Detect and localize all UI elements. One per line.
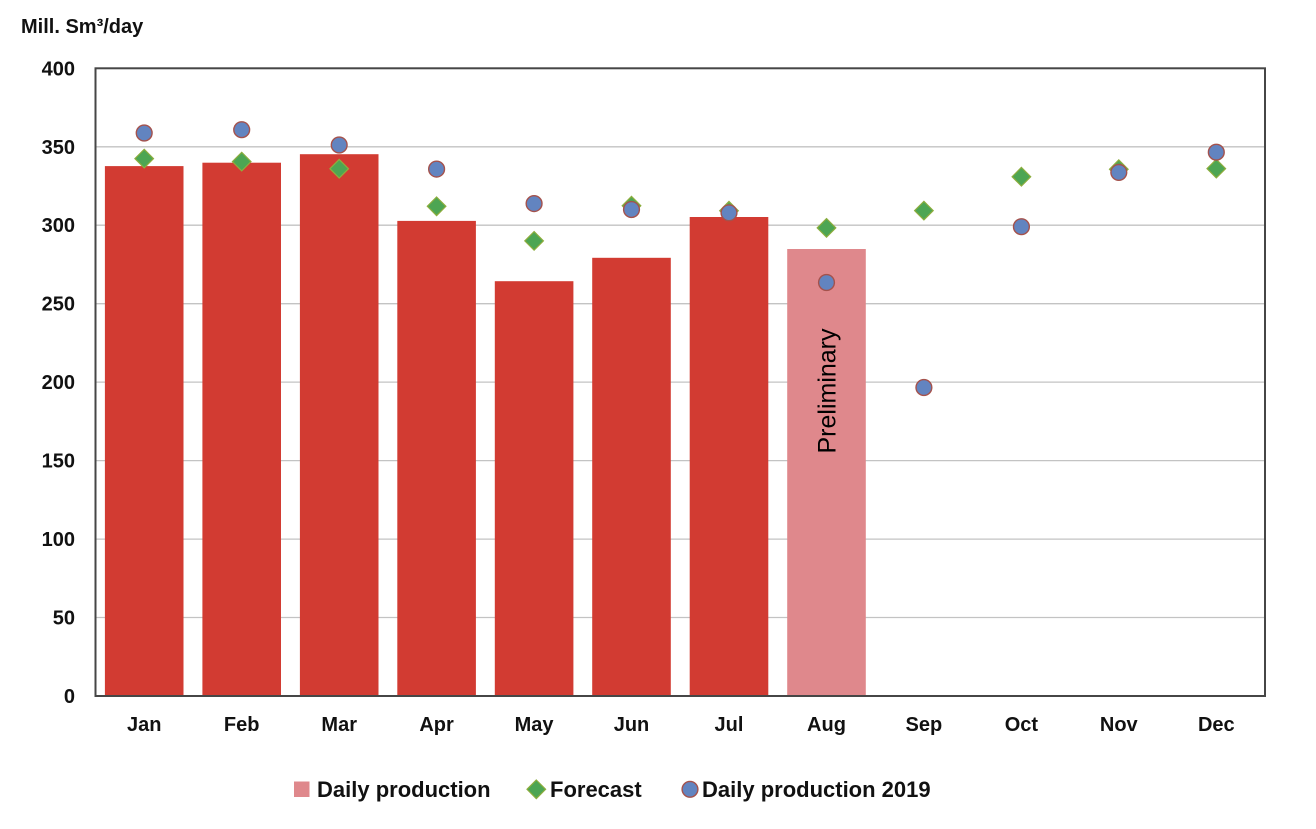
svg-text:Daily production 2019: Daily production 2019 — [702, 777, 931, 802]
svg-text:Feb: Feb — [224, 714, 260, 736]
svg-text:Mar: Mar — [321, 714, 357, 736]
svg-text:350: 350 — [42, 137, 75, 159]
svg-text:Jun: Jun — [614, 714, 650, 736]
svg-text:100: 100 — [42, 529, 75, 551]
svg-text:Oct: Oct — [1005, 714, 1039, 736]
svg-text:Aug: Aug — [807, 714, 846, 736]
svg-text:0: 0 — [64, 686, 75, 708]
svg-text:Forecast: Forecast — [550, 777, 642, 802]
svg-text:Jul: Jul — [715, 714, 744, 736]
svg-text:50: 50 — [53, 608, 75, 630]
svg-text:250: 250 — [42, 294, 75, 316]
svg-text:Daily production: Daily production — [317, 777, 491, 802]
svg-text:Preliminary: Preliminary — [814, 328, 842, 454]
svg-text:400: 400 — [42, 58, 75, 80]
svg-text:200: 200 — [42, 372, 75, 394]
svg-text:May: May — [515, 714, 555, 736]
svg-text:Dec: Dec — [1198, 714, 1235, 736]
svg-text:Mill. Sm³/day: Mill. Sm³/day — [21, 16, 144, 38]
svg-text:Sep: Sep — [906, 714, 943, 736]
svg-text:150: 150 — [42, 451, 75, 473]
svg-text:Nov: Nov — [1100, 714, 1139, 736]
svg-text:Jan: Jan — [127, 714, 161, 736]
svg-text:300: 300 — [42, 215, 75, 237]
svg-text:Apr: Apr — [419, 714, 454, 736]
